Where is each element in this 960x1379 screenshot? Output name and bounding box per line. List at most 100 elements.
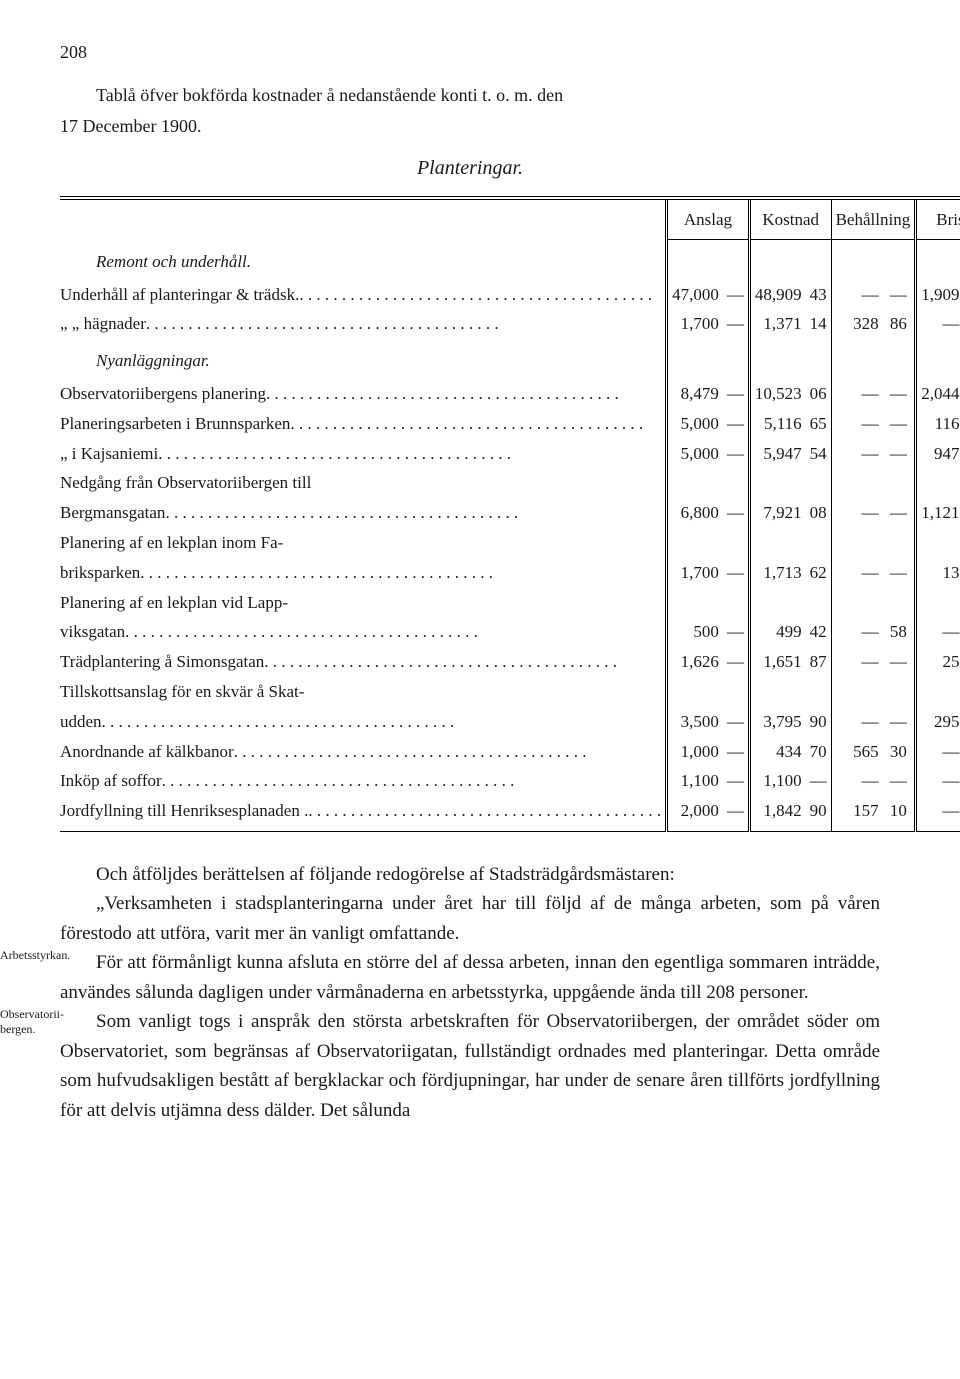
cell: — [883,280,916,310]
cell: 90 [806,796,832,831]
cell: 7,921 [749,498,805,528]
cell: — [831,617,883,647]
cell: 1,100 [749,766,805,796]
cell: 1,700 [667,558,723,588]
row-label: „ „ hägnader [60,309,667,339]
body-p4-text: Som vanligt togs i anspråk den största a… [60,1011,880,1120]
row-label: Inköp af soffor [60,766,667,796]
cell: 1,626 [667,647,723,677]
cell: 500 [667,617,723,647]
table-subhead-row: Remont och underhåll. [60,240,960,280]
cell [806,677,832,707]
cell: — [831,280,883,310]
row-label: Trädplantering å Simonsgatan [60,647,667,677]
table-row: Planering af en lekplan inom Fa- [60,528,960,558]
table-row: Anordnande af kälkbanor1,000—4347056530—… [60,737,960,767]
cell: 157 [831,796,883,831]
row-label: „ i Kajsaniemi [60,439,667,469]
cell [916,677,960,707]
page-number: 208 [60,40,880,65]
cell: 1,100 [667,766,723,796]
table-subhead: Remont och underhåll. [60,240,667,280]
table-row: Planeringsarbeten i Brunnsparken5,000—5,… [60,409,960,439]
cell: — [723,558,750,588]
row-label: Planering af en lekplan vid Lapp- [60,588,667,618]
body-p3: Arbetsstyrkan.För att förmånligt kunna a… [60,948,880,1007]
cell: 1,700 [667,309,723,339]
cell: — [916,766,960,796]
cell: 8,479 [667,379,723,409]
cell: 13 [916,558,960,588]
table-row: briksparken1,700—1,71362——1362 [60,558,960,588]
cell: 1,651 [749,647,805,677]
cell: 1,909 [916,280,960,310]
cell: 42 [806,617,832,647]
cell: 06 [806,379,832,409]
row-label: Bergmansgatan [60,498,667,528]
cell [831,528,883,558]
table-subhead: Nyanläggningar. [60,339,667,379]
cell: 14 [806,309,832,339]
cell: — [916,617,960,647]
cell: 65 [806,409,832,439]
row-label: Planeringsarbeten i Brunnsparken [60,409,667,439]
cell: 48,909 [749,280,805,310]
cell: — [723,617,750,647]
cell [916,528,960,558]
cell [806,468,832,498]
cell: 6,800 [667,498,723,528]
cell: 328 [831,309,883,339]
body-text: Och åtföljdes berättelsen af följande re… [60,860,880,1125]
cell [723,588,750,618]
cell [806,528,832,558]
cell: 86 [883,309,916,339]
cell [831,339,883,379]
cell: — [723,379,750,409]
cell: 5,947 [749,439,805,469]
cell [723,677,750,707]
cell: — [883,439,916,469]
body-p1: Och åtföljdes berättelsen af följande re… [60,860,880,889]
cell: — [831,707,883,737]
cell [883,588,916,618]
cell: 1,371 [749,309,805,339]
cell [883,240,916,280]
cell: 2,000 [667,796,723,831]
row-label: briksparken [60,558,667,588]
table-row: viksgatan500—49942—58—— [60,617,960,647]
cell [883,468,916,498]
table-row: Jordfyllning till Henriksesplanaden .2,0… [60,796,960,831]
cell: 58 [883,617,916,647]
cell: 10 [883,796,916,831]
cell: — [831,379,883,409]
cell [667,468,723,498]
cell: 62 [806,558,832,588]
cell: 25 [916,647,960,677]
col-kostnad: Kostnad [749,198,831,240]
cell: — [723,498,750,528]
cell: — [723,439,750,469]
table-row: „ i Kajsaniemi5,000—5,94754——94754 [60,439,960,469]
cell: 1,713 [749,558,805,588]
cell [749,588,805,618]
cell [916,240,960,280]
cell [749,528,805,558]
row-label: udden [60,707,667,737]
cell: 54 [806,439,832,469]
cell [667,588,723,618]
cell [883,677,916,707]
cell: 1,121 [916,498,960,528]
cell: — [723,796,750,831]
cell: 30 [883,737,916,767]
cell: 5,000 [667,409,723,439]
cell [831,468,883,498]
table-row: Observatoriibergens planering8,479—10,52… [60,379,960,409]
row-label: Underhåll af planteringar & trädsk. [60,280,667,310]
table-row: Trädplantering å Simonsgatan1,626—1,6518… [60,647,960,677]
cell: 434 [749,737,805,767]
row-label: Anordnande af kälkbanor [60,737,667,767]
row-label: Observatoriibergens planering [60,379,667,409]
cell: 1,842 [749,796,805,831]
body-p3-text: För att förmånligt kunna afsluta en stör… [60,952,880,1002]
cell: 10,523 [749,379,805,409]
